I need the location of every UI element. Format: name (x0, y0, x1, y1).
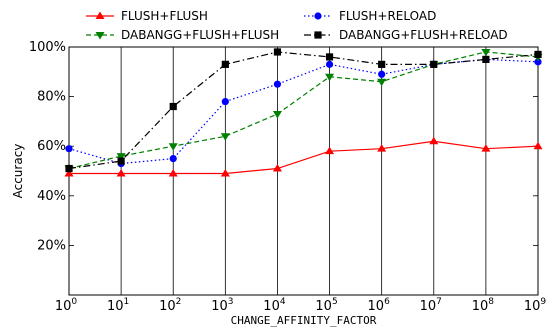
y-tick-label: 20% (37, 238, 66, 253)
series-flush-flush (64, 136, 543, 177)
data-point (116, 153, 126, 161)
series-line (69, 140, 539, 175)
x-tick-label: 103 (211, 297, 233, 314)
data-point (533, 141, 543, 150)
legend: FLUSH+FLUSH FLUSH+RELOAD DABANGG+FLUSH+FLU… (86, 9, 508, 42)
series-layer (64, 48, 543, 177)
series-line (68, 51, 539, 170)
data-point (168, 168, 178, 177)
legend-label: FLUSH+RELOAD (339, 9, 436, 23)
axes-layer: 20% 40% 60% 80% 100% 100 101 102 103 104 105 106 107… (29, 40, 547, 314)
legend-marker (314, 31, 322, 39)
data-point (168, 143, 178, 151)
legend-entry: FLUSH+FLUSH (86, 9, 208, 23)
data-point (272, 110, 282, 119)
y-tick-label: 60% (37, 139, 66, 154)
legend-label: DABANGG+FLUSH+RELOAD (339, 28, 508, 42)
data-point (429, 136, 439, 145)
data-point (534, 58, 542, 66)
data-point (273, 80, 282, 88)
data-point (273, 48, 282, 56)
series-flush-reload (65, 55, 542, 168)
data-point (116, 168, 126, 177)
data-point (430, 60, 438, 68)
y-tick-label: 100% (29, 40, 66, 55)
series-line (68, 51, 539, 170)
series-dabangg-flush-reload (65, 48, 542, 173)
data-point (220, 168, 230, 177)
x-tick-label: 104 (263, 297, 286, 314)
data-point (65, 164, 73, 173)
legend-marker (314, 12, 322, 20)
legend-entry: DABANGG+FLUSH+FLUSH (86, 28, 279, 42)
data-point (325, 73, 335, 82)
x-tick-label: 109 (524, 297, 547, 314)
data-point (169, 102, 177, 111)
data-point (272, 164, 282, 172)
legend-label: DABANGG+FLUSH+FLUSH (121, 28, 279, 42)
data-point (481, 48, 491, 57)
x-tick-label: 107 (420, 297, 442, 314)
data-point (481, 144, 491, 152)
plot-frame (68, 46, 539, 296)
x-tick-label: 101 (107, 297, 129, 314)
x-tick-label: 108 (472, 297, 495, 314)
series-line (68, 58, 539, 165)
data-point (325, 53, 334, 61)
data-point (65, 145, 73, 153)
data-point (534, 50, 542, 59)
data-point (169, 155, 177, 163)
series-dabangg-flush-flush (64, 48, 543, 174)
data-point (325, 146, 335, 155)
x-tick-label: 100 (55, 297, 78, 314)
data-point (377, 78, 387, 87)
x-axis-label: CHANGE_AFFINITY_FACTOR (231, 314, 377, 327)
data-point (221, 60, 229, 68)
legend-marker (95, 11, 105, 19)
data-point (378, 60, 386, 68)
legend-marker (95, 32, 105, 40)
data-point (221, 97, 229, 106)
data-point (325, 60, 334, 68)
y-axis-label: Accuracy (11, 144, 25, 199)
data-point (482, 55, 490, 63)
x-tick-label: 106 (368, 297, 391, 314)
data-point (220, 133, 230, 141)
data-point (378, 70, 386, 78)
legend-label: FLUSH+FLUSH (121, 9, 208, 23)
data-point (377, 144, 387, 152)
x-tick-label: 105 (315, 297, 337, 314)
legend-entry: DABANGG+FLUSH+RELOAD (304, 28, 508, 42)
y-tick-label: 80% (37, 90, 66, 105)
x-tick-label: 102 (159, 297, 181, 314)
legend-entry: FLUSH+RELOAD (304, 9, 436, 23)
grid-layer (68, 46, 539, 295)
data-point (117, 157, 125, 165)
y-tick-label: 40% (37, 189, 66, 204)
